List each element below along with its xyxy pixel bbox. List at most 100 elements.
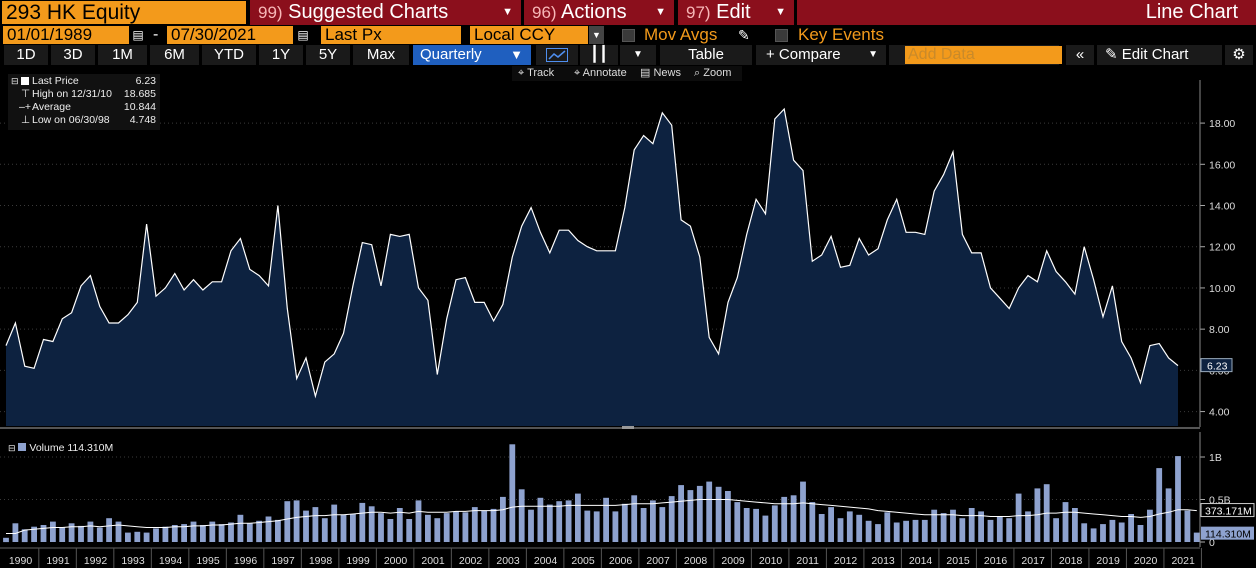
x-axis: 1990 1991 1992 1993 1994 1995 1996 1997 1998 1999… <box>0 547 1256 568</box>
volume-bar <box>12 523 19 542</box>
volume-bar <box>1053 518 1059 542</box>
actions-menu[interactable]: 96) Actions ▼ <box>524 0 674 25</box>
ticker-field[interactable]: 293 HK Equity <box>2 1 246 24</box>
volume-bar <box>265 516 272 542</box>
volume-bar <box>87 521 94 542</box>
news-button[interactable]: ▤ News <box>640 66 681 80</box>
table-button[interactable]: Table <box>660 45 752 65</box>
track-label: Track <box>527 67 555 79</box>
volume-bar <box>706 481 713 542</box>
volume-bar <box>1072 508 1078 542</box>
volume-bar <box>181 524 187 542</box>
zoom-button[interactable]: ⌕ Zoom <box>694 66 731 80</box>
track-button[interactable]: ⌖ Track <box>518 66 554 80</box>
chart-type-title: Line Chart <box>1145 1 1238 23</box>
collapse-icon[interactable]: ⊟ <box>8 443 16 453</box>
caret-down-icon: ▼ <box>775 6 786 18</box>
range-ytd-button[interactable]: YTD <box>202 45 256 65</box>
volume-bar <box>940 513 947 542</box>
range-6m-button[interactable]: 6M <box>150 45 199 65</box>
volume-bar <box>931 509 938 542</box>
x-axis-band <box>0 548 1256 568</box>
candlestick-icon[interactable]: ┃┃ <box>580 45 618 65</box>
volume-bar <box>978 511 984 542</box>
line-chart-icon[interactable] <box>536 45 578 65</box>
zoom-icon: ⌕ <box>694 67 701 79</box>
volume-bar <box>1147 509 1153 542</box>
calendar-icon[interactable]: ▤ <box>297 28 309 42</box>
volume-bar <box>1100 524 1106 542</box>
x-tick-label: 1997 <box>271 555 295 567</box>
range-1d-button[interactable]: 1D <box>4 45 48 65</box>
volume-bar <box>959 518 966 542</box>
volume-bar <box>50 521 56 542</box>
volume-bar <box>312 507 319 542</box>
range-1m-button[interactable]: 1M <box>98 45 147 65</box>
volume-bar <box>1090 528 1097 542</box>
annotate-button[interactable]: ⌖ Annotate <box>574 66 627 80</box>
volume-bar <box>106 518 112 542</box>
compare-button[interactable]: + Compare ▼ <box>756 45 886 65</box>
volume-moving-average-line <box>6 499 1197 534</box>
suggested-charts-menu[interactable]: 99) Suggested Charts ▼ <box>250 0 521 25</box>
chevron-down-icon[interactable]: ▼ <box>620 45 656 65</box>
menu-label: Actions <box>561 1 627 23</box>
x-tick-label: 1996 <box>234 555 258 567</box>
edit-menu[interactable]: 97) Edit ▼ <box>678 0 794 25</box>
volume-bar <box>996 516 1003 542</box>
edit-chart-label: Edit Chart <box>1121 46 1189 63</box>
pencil-icon[interactable]: ✎ <box>738 27 750 43</box>
average-marker-icon: –+ <box>19 101 31 113</box>
x-tick-label: 1992 <box>84 555 108 567</box>
range-max-button[interactable]: Max <box>353 45 409 65</box>
subtoolbar <box>512 66 742 81</box>
add-data-input[interactable]: Add Data <box>905 46 1062 64</box>
x-tick-label: 2012 <box>834 555 858 567</box>
field-select[interactable]: Last Px <box>321 26 461 44</box>
calendar-icon[interactable]: ▤ <box>132 28 144 42</box>
x-tick-label: 2020 <box>1134 555 1158 567</box>
volume-bar <box>500 496 506 542</box>
volume-bar <box>1006 518 1013 542</box>
volume-bar <box>59 527 66 542</box>
range-1y-button[interactable]: 1Y <box>259 45 303 65</box>
volume-bar <box>40 525 47 542</box>
range-3d-button[interactable]: 3D <box>51 45 95 65</box>
start-date-field[interactable]: 01/01/1989 <box>3 26 129 44</box>
x-tick-label: 2015 <box>946 555 970 567</box>
volume-bar <box>771 505 778 542</box>
volume-bar <box>218 524 225 542</box>
edit-chart-button[interactable]: ✎ Edit Chart <box>1097 45 1222 65</box>
collapse-icon[interactable]: ⊟ <box>11 76 19 86</box>
legend-average: –+ Average 10.844 <box>8 101 160 114</box>
mov-avgs-checkbox[interactable] <box>622 29 635 42</box>
chevron-down-icon[interactable]: ▼ <box>589 26 604 44</box>
volume-bar <box>856 514 863 542</box>
compare-label: + Compare <box>766 46 841 63</box>
pencil-icon: ✎ <box>1105 46 1118 63</box>
volume-bar <box>1175 456 1181 542</box>
volume-bar <box>650 500 656 542</box>
x-tick-label: 2018 <box>1059 555 1083 567</box>
swatch-icon <box>18 443 27 451</box>
volume-bar <box>31 526 37 542</box>
annotate-label: Annotate <box>582 67 627 79</box>
volume-bar <box>593 511 600 542</box>
x-tick-label: 1991 <box>46 555 70 567</box>
volume-bar <box>668 496 675 542</box>
volume-bar <box>490 508 497 542</box>
volume-bar <box>565 500 572 542</box>
end-date-field[interactable]: 07/30/2021 <box>167 26 293 44</box>
price-legend: ⊟ Last Price 6.23 ⊤ High on 12/31/10 18.… <box>8 74 160 130</box>
gear-icon[interactable]: ⚙ <box>1225 45 1253 65</box>
volume-bar <box>78 525 84 542</box>
key-events-checkbox[interactable] <box>775 29 788 42</box>
legend-value: 6.23 <box>135 75 156 87</box>
range-5y-button[interactable]: 5Y <box>306 45 350 65</box>
volume-bar <box>153 528 159 542</box>
currency-select[interactable]: Local CCY <box>470 26 588 44</box>
collapse-icon[interactable]: « <box>1066 45 1094 65</box>
volume-bar <box>1156 468 1163 542</box>
period-select[interactable]: Quarterly ▼ <box>413 45 531 65</box>
